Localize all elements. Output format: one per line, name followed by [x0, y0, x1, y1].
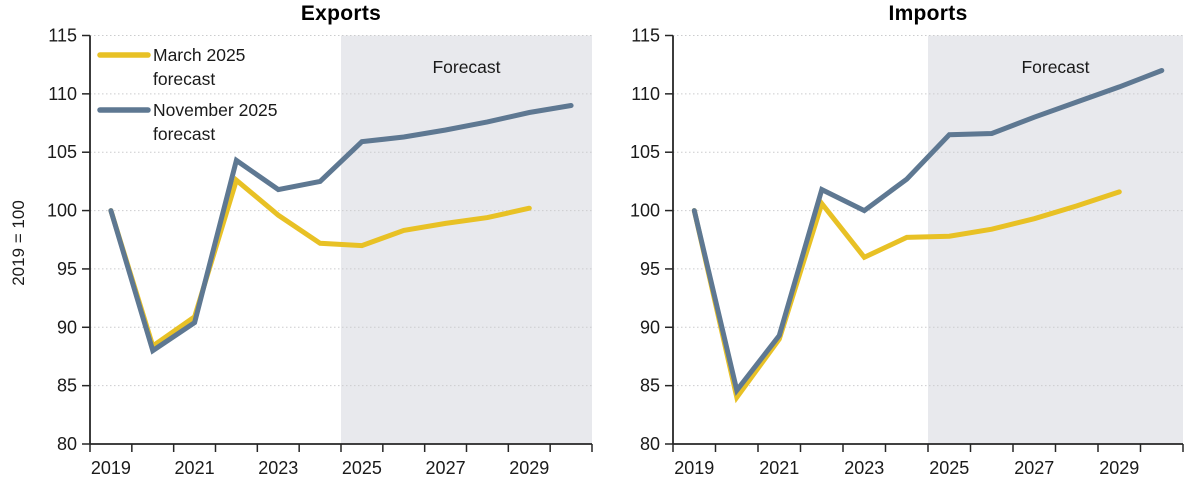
y-tick-label: 80	[57, 434, 77, 454]
series-line-november-2025-forecast	[691, 68, 1165, 396]
legend-label-november-2025-forecast: November 2025 forecast	[153, 100, 278, 144]
y-tick-label: 110	[631, 84, 660, 104]
x-tick-label: 2021	[759, 458, 799, 478]
y-tick-label: 90	[57, 317, 77, 337]
series-line-march-2025-forecast	[108, 175, 532, 351]
imports-chart-panel: Imports 80 85 90 95 100 105 110 115 2019 2021 2023…	[600, 0, 1200, 485]
exports-chart-panel: Exports 2019 = 100 80 85 90 95 100 105 110 115 2…	[9, 2, 593, 478]
chart-title-exports: Exports	[300, 2, 382, 25]
y-tick-label: 100	[47, 201, 77, 221]
y-tick-label: 105	[630, 142, 660, 162]
x-tick-label: 2029	[509, 458, 549, 478]
y-tick-label: 90	[640, 317, 660, 337]
forecast-region-label: Forecast	[1021, 57, 1089, 77]
x-tick-label: 2027	[426, 458, 466, 478]
legend-label-march-2025-forecast: March 2025 forecast	[153, 45, 245, 89]
y-tick-label: 80	[640, 434, 660, 454]
forecast-band	[928, 35, 1183, 444]
x-tick-label: 2029	[1099, 458, 1139, 478]
y-tick-label: 115	[48, 26, 77, 46]
x-tick-label: 2025	[929, 458, 969, 478]
forecast-region-label: Forecast	[432, 57, 500, 77]
x-tick-label: 2023	[844, 458, 884, 478]
x-tick-label: 2019	[674, 458, 714, 478]
series-line-november-2025-forecast	[108, 103, 574, 355]
series-line-march-2025-forecast	[691, 189, 1122, 404]
x-tick-label: 2025	[342, 458, 382, 478]
y-tick-label: 110	[48, 84, 77, 104]
x-tick-label: 2019	[91, 458, 131, 478]
imports-plot: 80 85 90 95 100 105 110 115 2019 2021 2023 2025 2027…	[630, 26, 1184, 478]
y-tick-label: 115	[631, 26, 660, 46]
y-tick-label: 105	[47, 142, 77, 162]
y-tick-label: 85	[57, 376, 77, 396]
y-tick-label: 95	[57, 259, 77, 279]
exports-plot: 80 85 90 95 100 105 110 115 2019 2021 2023 2025 2027…	[47, 26, 593, 478]
x-tick-label: 2027	[1014, 458, 1054, 478]
y-tick-label: 100	[630, 201, 660, 221]
x-tick-label: 2023	[258, 458, 298, 478]
y-tick-label: 95	[640, 259, 660, 279]
x-tick-label: 2021	[175, 458, 215, 478]
y-tick-label: 85	[640, 376, 660, 396]
chart-title-imports: Imports	[888, 2, 968, 25]
